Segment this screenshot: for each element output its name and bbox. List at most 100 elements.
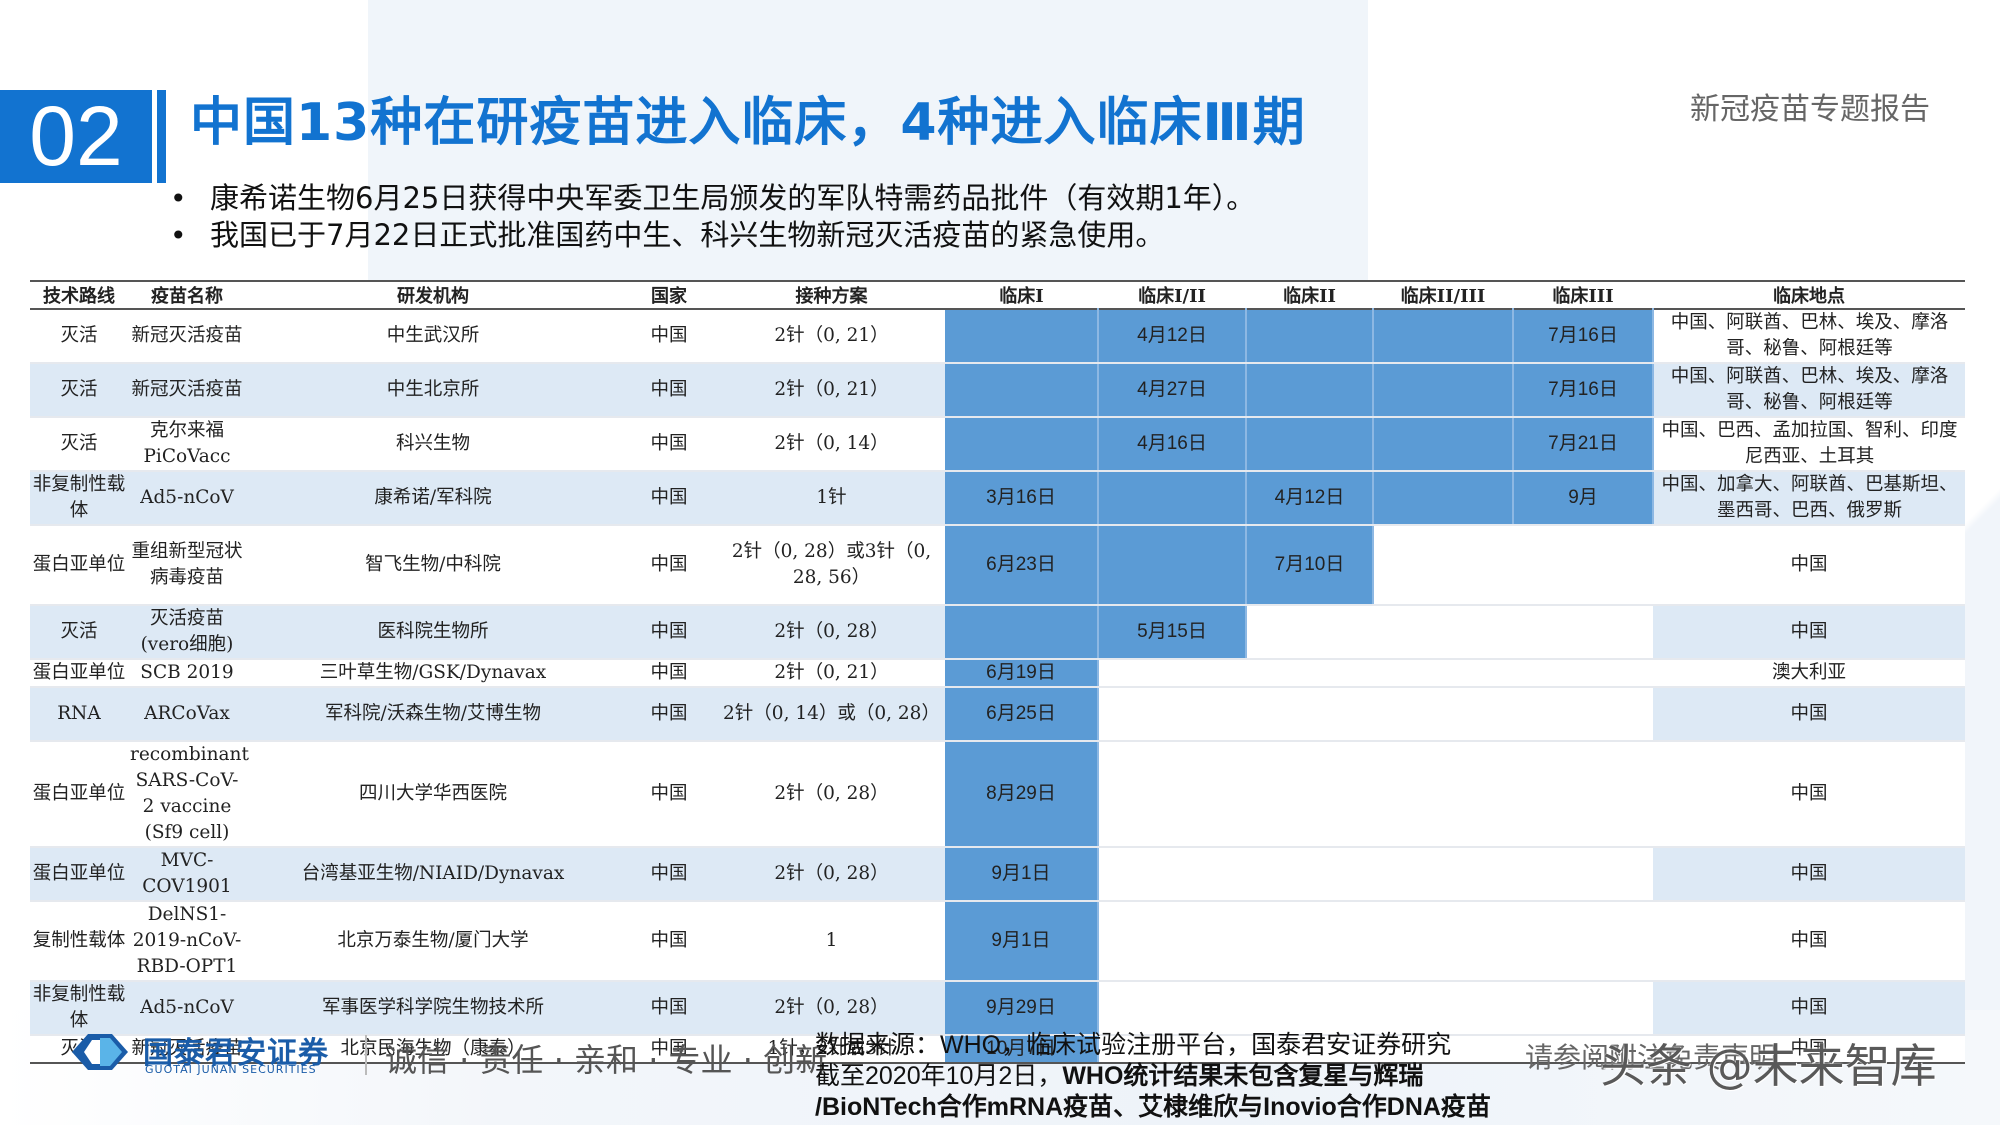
cell-vaccine-name: 新冠灭活疫苗 <box>128 363 246 418</box>
cell-country: 中国 <box>620 659 718 688</box>
cell-dosing-scheme: 2针（0, 21） <box>718 309 945 364</box>
cell-dosing-scheme: 2针（0, 28） <box>718 605 945 660</box>
cell-route: 灭活 <box>30 363 128 418</box>
col-header-phase1-2: 临床I/II <box>1098 281 1246 309</box>
cell-country: 中国 <box>620 417 718 472</box>
cell-route: 蛋白亚单位 <box>30 659 128 688</box>
cell-location: 中国 <box>1653 901 1965 982</box>
disclaimer-note: 请参阅附注免责声明 <box>1525 1041 1778 1074</box>
bullet-item: • 康希诺生物6月25日获得中央军委卫生局颁发的军队特需药品批件（有效期1年）。 <box>170 180 1255 217</box>
cell-phase2-3 <box>1373 1035 1513 1064</box>
cell-phase3 <box>1513 847 1653 902</box>
cell-developer: 台湾基亚生物/NIAID/Dynavax <box>246 847 620 902</box>
cell-location: 中国 <box>1653 741 1965 848</box>
source-line-3-bold: /BioNTech合作mRNA疫苗、艾棣维欣与Inovio合作DNA疫苗 <box>815 1093 1491 1121</box>
cell-dosing-scheme: 1 <box>718 901 945 982</box>
cell-phase3 <box>1513 687 1653 742</box>
company-logo-icon <box>72 1034 128 1070</box>
cell-phase3: 7月16日 <box>1513 309 1654 364</box>
cell-location: 中国 <box>1653 525 1965 606</box>
cell-phase2 <box>1246 309 1374 364</box>
cell-phase2 <box>1246 687 1373 742</box>
cell-developer: 北京民海生物（康泰） <box>246 1035 620 1064</box>
table-row: 灭活 克尔来福 PiCoVacc 科兴生物 中国 2针（0, 14） 4月16日 7月21日… <box>30 417 1965 472</box>
cell-vaccine-name: SCB 2019 <box>128 659 246 688</box>
cell-phase1-2: 4月27日 <box>1098 363 1247 418</box>
table-row: 非复制性载体 Ad5-nCoV 康希诺/军科院 中国 1针 3月16日 4月12日 9月 中国、… <box>30 471 1965 526</box>
cell-country: 中国 <box>620 1035 718 1064</box>
col-header-phase2-3: 临床II/III <box>1373 281 1513 309</box>
cell-country: 中国 <box>620 605 718 660</box>
cell-phase2-3 <box>1373 525 1513 606</box>
cell-country: 中国 <box>620 363 718 418</box>
cell-developer: 三叶草生物/GSK/Dynavax <box>246 659 620 688</box>
cell-phase1-2 <box>1098 525 1247 606</box>
table-row: 复制性载体 DelNS1-2019-nCoV-RBD-OPT1 北京万泰生物/厦门大… <box>30 901 1965 982</box>
page-title: 中国13种在研疫苗进入临床，4种进入临床Ⅲ期 <box>190 93 1306 153</box>
cell-phase3 <box>1513 605 1653 660</box>
bullet-text: 我国已于7月22日正式批准国药中生、科兴生物新冠灭活疫苗的紧急使用。 <box>210 218 1165 252</box>
cell-phase2 <box>1246 363 1374 418</box>
cell-phase2-3 <box>1373 363 1514 418</box>
table-row: 蛋白亚单位 recombinant SARS-CoV-2 vaccine (Sf9… <box>30 741 1965 848</box>
bullet-dot-icon: • <box>170 219 187 252</box>
cell-phase1 <box>945 417 1099 472</box>
cell-vaccine-name: recombinant SARS-CoV-2 vaccine (Sf9 cell… <box>128 741 249 848</box>
cell-route: 蛋白亚单位 <box>30 741 128 848</box>
cell-developer: 智飞生物/中科院 <box>246 525 620 606</box>
cell-developer: 军科院/沃森生物/艾博生物 <box>246 687 620 742</box>
cell-route: 非复制性载体 <box>30 981 128 1036</box>
col-header-org: 研发机构 <box>246 281 620 309</box>
cell-dosing-scheme: 2针（0, 28） <box>718 981 945 1036</box>
col-header-phase1: 临床I <box>945 281 1098 309</box>
cell-location: 中国 <box>1653 847 1965 902</box>
cell-dosing-scheme: 2针（0, 28）或3针（0, 28, 56） <box>718 525 945 606</box>
cell-country: 中国 <box>620 525 718 606</box>
cell-dosing-scheme: 2针（0, 14）或（0, 28） <box>718 687 945 742</box>
slogan: 诚信 · 责任 · 亲和 · 专业 · 创新 <box>385 1041 828 1079</box>
cell-dosing-scheme: 1针，2针或3针 <box>718 1035 945 1064</box>
cell-route: 非复制性载体 <box>30 471 128 526</box>
source-line-1: 数据来源：WHO，临床试验注册平台，国泰君安证券研究 <box>815 1031 1452 1059</box>
cell-phase1-2: 4月16日 <box>1098 417 1247 472</box>
cell-vaccine-name: Ad5-nCoV <box>128 471 246 526</box>
table-row: 灭活 新冠灭活疫苗 中生武汉所 中国 2针（0, 21） 4月12日 7月16日 中国、阿联酋… <box>30 309 1965 364</box>
cell-route: 灭活 <box>30 309 128 364</box>
col-header-route: 技术路线 <box>30 281 128 309</box>
source-line-3: /BioNTech合作mRNA疫苗、艾棣维欣与Inovio合作DNA疫苗 <box>815 1092 1491 1123</box>
cell-developer: 医科院生物所 <box>246 605 620 660</box>
cell-developer: 军事医学科学院生物技术所 <box>246 981 620 1036</box>
data-source-note: 数据来源：WHO，临床试验注册平台，国泰君安证券研究 截至2020年10月2日，… <box>815 1030 1491 1123</box>
cell-phase1-2: 5月15日 <box>1098 605 1247 660</box>
cell-developer: 中生北京所 <box>246 363 620 418</box>
col-header-phase2: 临床II <box>1246 281 1373 309</box>
company-name-en: GUOTAI JUNAN SECURITIES <box>145 1063 317 1076</box>
cell-developer: 科兴生物 <box>246 417 620 472</box>
col-header-name: 疫苗名称 <box>128 281 246 309</box>
cell-phase1-2 <box>1098 847 1246 902</box>
cell-phase1: 6月25日 <box>945 687 1099 742</box>
cell-phase3 <box>1513 901 1653 982</box>
section-divider-bar <box>157 90 166 183</box>
source-line-2-plain: 截至2020年10月2日， <box>815 1062 1063 1090</box>
cell-dosing-scheme: 2针（0, 28） <box>718 741 945 848</box>
vaccine-table: 技术路线 疫苗名称 研发机构 国家 接种方案 临床I 临床I/II 临床II 临… <box>30 280 1965 1064</box>
table-row: 蛋白亚单位 SCB 2019 三叶草生物/GSK/Dynavax 中国 2针（0, 21… <box>30 659 1965 688</box>
cell-phase1: 3月16日 <box>945 471 1099 526</box>
cell-phase2 <box>1246 741 1373 848</box>
cell-phase3 <box>1513 1035 1653 1064</box>
cell-phase2-3 <box>1373 901 1513 982</box>
cell-phase1: 10月7日 <box>945 1035 1099 1064</box>
cell-developer: 中生武汉所 <box>246 309 620 364</box>
table-row: RNA ARCoVax 军科院/沃森生物/艾博生物 中国 2针（0, 14）或（0, 2… <box>30 687 1965 742</box>
cell-phase1: 9月1日 <box>945 847 1099 902</box>
report-tag: 新冠疫苗专题报告 <box>1690 92 1930 127</box>
cell-dosing-scheme: 2针（0, 28） <box>718 847 945 902</box>
cell-dosing-scheme: 2针（0, 21） <box>718 659 945 688</box>
cell-route: 复制性载体 <box>30 901 128 982</box>
cell-route: RNA <box>30 687 128 742</box>
cell-dosing-scheme: 1针 <box>718 471 945 526</box>
cell-phase1-2: 4月12日 <box>1098 309 1247 364</box>
company-name-cn: 国泰君安证券 <box>143 1036 329 1071</box>
